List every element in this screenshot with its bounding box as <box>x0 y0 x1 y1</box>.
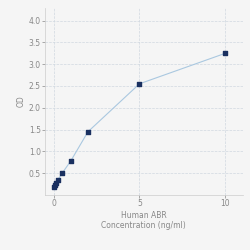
Point <box>52 185 56 189</box>
Point <box>54 181 58 185</box>
Point <box>53 184 57 188</box>
Point <box>69 159 73 163</box>
Point <box>223 51 227 55</box>
Point <box>86 130 90 134</box>
Y-axis label: OD: OD <box>17 95 26 107</box>
Point <box>56 178 60 182</box>
X-axis label: Human ABR
Concentration (ng/ml): Human ABR Concentration (ng/ml) <box>102 211 186 230</box>
Point <box>138 82 141 86</box>
Point <box>60 171 64 175</box>
